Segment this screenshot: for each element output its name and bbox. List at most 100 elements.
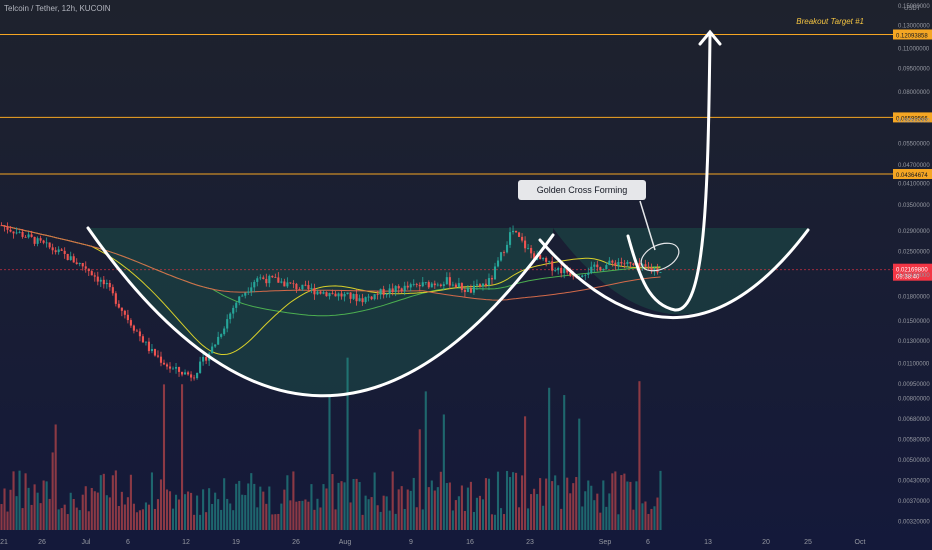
candle-body [241,295,244,297]
volume-bar [599,512,602,530]
candle-body [93,275,96,277]
price-tick-label: 0.00430000 [898,479,930,485]
candle-body [493,266,497,280]
candle-body [21,231,24,237]
price-unit: USDT [904,6,921,12]
volume-bar [545,478,548,530]
candle-body [554,270,557,272]
volume-bar [539,478,542,530]
volume-bar [632,509,635,530]
candle-body [653,268,656,271]
volume-bar [81,494,84,530]
volume-bar [307,501,310,530]
volume-bar [430,480,433,530]
candle-body [439,284,442,286]
price-tick-label: 0.02500000 [898,249,930,255]
volume-bar [427,487,430,530]
volume-bar [78,510,81,530]
price-tick-label: 0.00680000 [898,417,930,423]
candle-body [205,356,208,361]
candle-body [147,341,151,352]
candle-body [382,288,385,295]
volume-bar [159,479,163,530]
volume-bar [524,416,527,530]
candle-body [250,287,253,292]
candle-body [292,283,295,285]
candle-body [304,284,307,286]
volume-bar [511,472,515,530]
candle-body [75,262,78,264]
volume-bar [280,503,283,530]
candle-body [620,261,623,264]
volume-bar [57,509,60,530]
candle-body [66,253,69,261]
volume-bar [232,510,235,530]
volume-bar [295,501,298,530]
time-label: 13 [704,539,712,546]
volume-bar [448,482,451,530]
volume-bar [84,486,87,530]
time-label: 19 [232,539,240,546]
candle-body [177,367,181,372]
candle-body [102,279,105,285]
volume-bar [445,483,448,530]
candle-body [644,264,647,267]
candle-body [518,232,521,237]
volume-bar [454,500,457,530]
volume-bar [45,481,48,530]
volume-bar [226,498,229,530]
volume-bar [190,492,193,530]
volume-bar [153,508,157,530]
candle-body [72,256,75,263]
volume-bar [364,495,367,530]
candle-body [310,287,313,289]
candle-body [638,263,641,268]
volume-bar [283,489,286,530]
candle-body [36,238,39,244]
candle-body [569,272,572,276]
candle-body [283,281,286,287]
volume-bar [256,507,259,530]
volume-bar [385,496,388,530]
candle-body [295,283,298,290]
volume-bar [132,503,135,530]
candle-body [584,274,587,276]
volume-bar [635,481,638,530]
candle-body [499,252,503,261]
candle-body [123,310,126,315]
candle-body [487,278,491,286]
volume-bar [15,496,18,530]
candle-body [647,266,650,268]
volume-bar [111,475,114,530]
volume-bar [415,507,418,530]
volume-bar [177,499,181,530]
price-tick-label: 0.01800000 [898,294,930,300]
candle-body [466,288,469,292]
time-label: 6 [646,539,650,546]
candle-body [496,260,500,267]
volume-bar [614,471,617,530]
candle-body [515,230,518,233]
volume-bar [352,479,355,530]
candle-body [511,230,515,233]
volume-bar [274,514,277,530]
volume-bar [656,497,659,530]
volume-bar [24,473,27,530]
time-axis: 21 26 Jul 6 12 19 26 Aug 9 16 23 Sep 6 13 20 25 Oct [0,539,865,546]
volume-bar [593,500,596,530]
volume-bar [96,492,99,530]
volume-bar [617,514,620,530]
volume-bar [208,488,211,530]
candle-body [286,282,289,287]
volume-bar [626,481,629,530]
volume-bar [120,491,123,530]
volume-bar [340,481,343,530]
candle-body [165,364,169,367]
volume-bar [551,481,554,530]
candle-body [60,249,63,251]
volume-bar [316,498,319,530]
candle-body [415,284,418,286]
price-tick-label: 0.00320000 [898,520,930,526]
